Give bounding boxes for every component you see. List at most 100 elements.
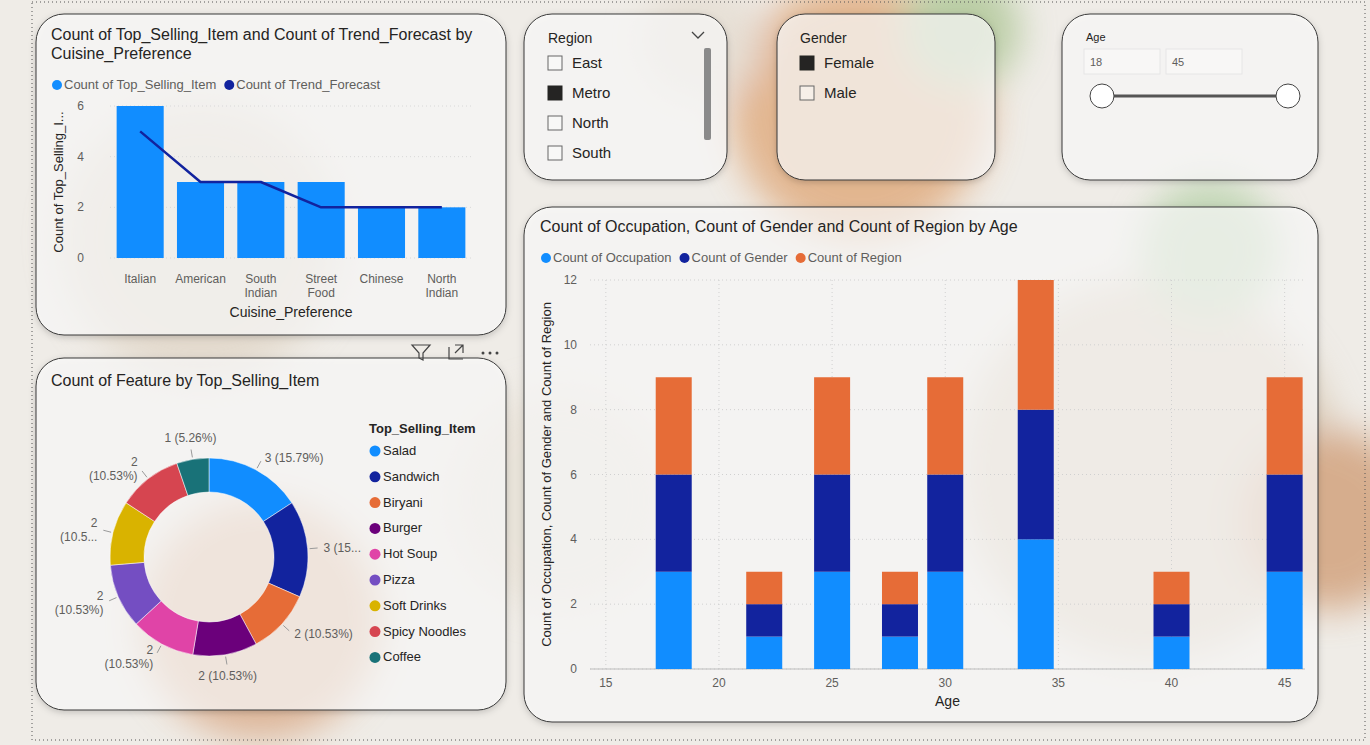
bar-segment <box>1018 410 1054 540</box>
visual-card <box>524 207 1318 722</box>
page-border <box>32 2 1365 740</box>
data-label-line: (10.53%) <box>89 469 138 483</box>
grid-line <box>718 280 719 669</box>
y-tick-label: 6 <box>570 468 577 482</box>
y-tick-label: 2 <box>570 597 577 611</box>
range-value[interactable]: 45 <box>1172 56 1184 68</box>
slicer-item[interactable]: North <box>572 114 609 131</box>
leader-line <box>142 471 147 477</box>
grid-line <box>110 106 472 107</box>
legend-swatch <box>370 575 381 586</box>
bar-segment <box>656 475 692 572</box>
x-tick-line: Chinese <box>359 272 403 286</box>
x-tick-label: Italian <box>124 272 156 286</box>
data-label: 2(10.53%) <box>105 643 154 671</box>
slicer-checkbox[interactable] <box>548 86 562 100</box>
x-tick-line: Street <box>305 272 338 286</box>
y-tick-label: 4 <box>77 150 84 164</box>
slicer-card <box>524 14 727 180</box>
y-tick-label: 10 <box>564 338 578 352</box>
legend-label: Soft Drinks <box>383 598 447 613</box>
slicer-item[interactable]: South <box>572 144 611 161</box>
slicer-checkbox[interactable] <box>800 86 814 100</box>
slicer-item[interactable]: Metro <box>572 84 610 101</box>
title-line: Count of Top_Selling_Item and Count of T… <box>51 26 472 44</box>
legend-label: Biryani <box>383 495 423 510</box>
legend-title: Top_Selling_Item <box>369 421 476 436</box>
slider-handle[interactable] <box>1276 84 1300 108</box>
data-label: 3 (15.79%) <box>265 451 324 465</box>
legend-swatch <box>370 497 381 508</box>
data-label: 2 (10.53%) <box>294 627 353 641</box>
bar-segment <box>814 572 850 669</box>
x-axis-title: Age <box>935 693 960 709</box>
grid-line <box>590 344 1305 345</box>
x-tick-label: 45 <box>1278 676 1292 690</box>
x-tick-label: SouthIndian <box>244 272 277 300</box>
bar-segment <box>927 475 963 572</box>
leader-line <box>310 547 318 549</box>
data-label: 3 (15... <box>324 541 361 555</box>
slicer-checkbox[interactable] <box>548 146 562 160</box>
chart-title: Count of Occupation, Count of Gender and… <box>540 218 1018 235</box>
leader-line <box>157 646 161 653</box>
data-label-line: 2 <box>97 589 104 603</box>
data-label-line: 2 <box>131 455 138 469</box>
slicer-checkbox[interactable] <box>548 56 562 70</box>
bar-segment <box>1018 280 1054 410</box>
leader-line <box>191 449 192 457</box>
scrollbar[interactable] <box>704 48 711 140</box>
slicer-item[interactable]: Male <box>824 84 857 101</box>
range-input[interactable] <box>1166 49 1242 74</box>
slider-handle[interactable] <box>1090 84 1114 108</box>
legend-label: Sandwich <box>383 469 439 484</box>
data-label-line: 2 <box>91 516 98 530</box>
slicer-checkbox[interactable] <box>800 56 814 70</box>
x-tick-label: StreetFood <box>305 272 338 300</box>
leader-line <box>257 461 261 468</box>
legend-swatch <box>541 253 551 263</box>
bar-segment <box>927 377 963 474</box>
x-tick-line: Italian <box>124 272 156 286</box>
bar-segment <box>1154 604 1190 636</box>
bar <box>298 182 345 258</box>
grid-line <box>110 156 472 157</box>
slicer-item[interactable]: Female <box>824 54 874 71</box>
slicer-checkbox[interactable] <box>548 116 562 130</box>
legend-swatch <box>370 471 381 482</box>
slicer-dropdown[interactable] <box>692 32 704 38</box>
y-axis-title: Count of Occupation, Count of Gender and… <box>539 302 554 647</box>
bar-segment <box>882 604 918 636</box>
legend-swatch <box>370 626 381 637</box>
range-input[interactable] <box>1084 49 1160 74</box>
bar <box>418 207 465 258</box>
legend-label: Count of Top_Selling_Item <box>64 77 216 92</box>
y-tick-label: 0 <box>570 662 577 676</box>
chart-title: Count of Top_Selling_Item and Count of T… <box>51 26 472 63</box>
legend-swatch <box>796 253 806 263</box>
line <box>140 131 442 207</box>
data-label-line: (10.53%) <box>105 657 154 671</box>
legend-swatch <box>370 549 381 560</box>
x-tick-line: Indian <box>425 286 458 300</box>
slicer-card <box>777 14 995 180</box>
y-tick-label: 0 <box>77 251 84 265</box>
grid-line <box>1058 280 1059 669</box>
x-tick-label: 20 <box>712 676 726 690</box>
legend-label: Spicy Noodles <box>383 624 467 639</box>
x-tick-label: 40 <box>1165 676 1179 690</box>
legend-swatch <box>52 80 62 90</box>
legend-label: Count of Gender <box>692 250 789 265</box>
x-tick-line: Food <box>307 286 334 300</box>
legend-label: Count of Region <box>808 250 902 265</box>
y-tick-label: 12 <box>564 273 578 287</box>
slicer-item[interactable]: East <box>572 54 603 71</box>
leader-line <box>283 625 289 630</box>
legend-swatch <box>224 80 234 90</box>
x-tick-label: American <box>175 272 226 286</box>
range-value[interactable]: 18 <box>1090 56 1102 68</box>
y-axis-title: Count of Top_Selling_I... <box>51 111 66 252</box>
y-tick-label: 8 <box>570 403 577 417</box>
data-label-line: (10.53%) <box>55 603 104 617</box>
leader-line <box>109 598 116 601</box>
